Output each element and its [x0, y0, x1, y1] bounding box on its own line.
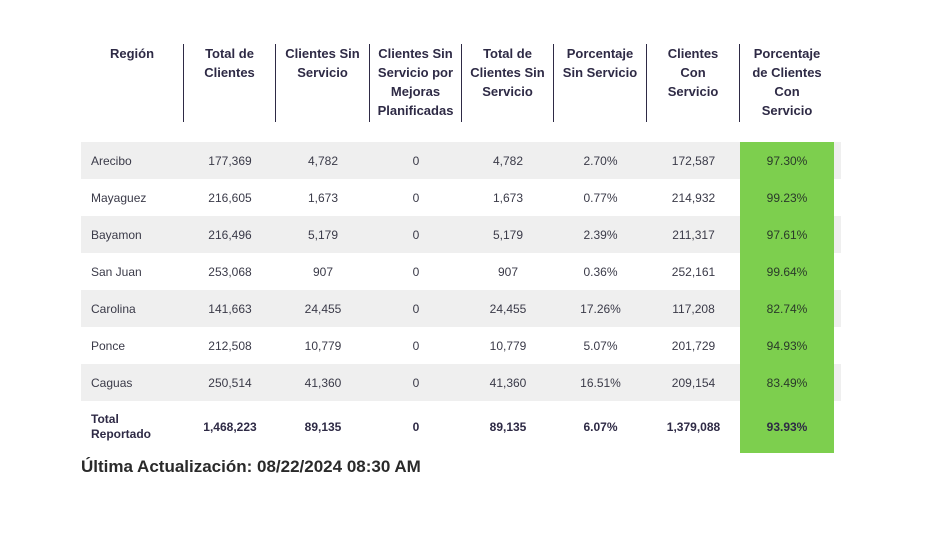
- with-service-cell: 211,317: [672, 227, 715, 242]
- total-without-cell: 4,782: [492, 153, 524, 168]
- total-clients-cell: 212,508: [208, 338, 252, 353]
- total-label: Total Reportado: [91, 412, 151, 441]
- percent-without-cell: 0.36%: [583, 264, 618, 279]
- with-service-cell: 214,932: [671, 190, 716, 205]
- without-service-cell: 1,673: [307, 190, 339, 205]
- without-service-cell: 89,135: [304, 420, 342, 434]
- planned-cell: 0: [412, 375, 420, 390]
- region-cell: Arecibo: [91, 153, 132, 168]
- planned-cell: 0: [412, 190, 420, 205]
- percent-with-cell: 93.93%: [740, 401, 834, 453]
- last-updated: Última Actualización: 08/22/2024 08:30 A…: [81, 457, 421, 476]
- total-without-cell: 24,455: [489, 301, 527, 316]
- header-total-without-service: Total de Clientes Sin Servicio: [462, 44, 554, 122]
- table-header: Región Total de Clientes Clientes Sin Se…: [81, 44, 841, 124]
- total-clients-cell: 216,496: [208, 227, 252, 242]
- total-without-cell: 41,360: [489, 375, 527, 390]
- percent-without-cell: 6.07%: [583, 420, 618, 434]
- percent-without-cell: 2.39%: [583, 227, 618, 242]
- planned-cell: 0: [412, 338, 420, 353]
- table-row: San Juan 253,068 907 0 907 0.36% 252,161…: [81, 253, 841, 290]
- header-clients-with-service: Clientes Con Servicio: [647, 44, 740, 122]
- with-service-cell: 172,587: [671, 153, 716, 168]
- total-without-cell: 10,779: [489, 338, 527, 353]
- percent-with-cell: 97.30%: [740, 142, 834, 179]
- percent-without-cell: 0.77%: [583, 190, 618, 205]
- percent-with-cell: 97.61%: [740, 216, 834, 253]
- planned-cell: 0: [412, 153, 420, 168]
- with-service-cell: 117,208: [672, 301, 715, 316]
- region-cell: Ponce: [91, 338, 126, 353]
- header-region: Región: [81, 44, 184, 122]
- region-cell: San Juan: [91, 264, 142, 279]
- region-cell: Mayaguez: [91, 190, 147, 205]
- planned-cell: 0: [412, 227, 420, 242]
- total-without-cell: 89,135: [489, 420, 527, 434]
- percent-without-cell: 2.70%: [583, 153, 618, 168]
- header-planned-outages: Clientes Sin Servicio por Mejoras Planif…: [370, 44, 462, 122]
- total-clients-cell: 177,369: [208, 153, 252, 168]
- percent-without-cell: 16.51%: [580, 375, 621, 390]
- without-service-cell: 907: [312, 264, 334, 279]
- percent-with-cell: 94.93%: [740, 327, 834, 364]
- percent-with-cell: 82.74%: [740, 290, 834, 327]
- with-service-cell: 252,161: [671, 264, 716, 279]
- table-row: Ponce 212,508 10,779 0 10,779 5.07% 201,…: [81, 327, 841, 364]
- region-cell: Carolina: [91, 301, 136, 316]
- without-service-cell: 10,779: [304, 338, 342, 353]
- percent-without-cell: 17.26%: [580, 301, 621, 316]
- planned-cell: 0: [412, 420, 420, 434]
- table-row: Arecibo 177,369 4,782 0 4,782 2.70% 172,…: [81, 142, 841, 179]
- table-row: Bayamon 216,496 5,179 0 5,179 2.39% 211,…: [81, 216, 841, 253]
- table-row: Mayaguez 216,605 1,673 0 1,673 0.77% 214…: [81, 179, 841, 216]
- total-without-cell: 907: [497, 264, 519, 279]
- header-clients-without-service: Clientes Sin Servicio: [276, 44, 370, 122]
- total-clients-cell: 141,663: [208, 301, 252, 316]
- planned-cell: 0: [412, 264, 420, 279]
- region-cell: Bayamon: [91, 227, 142, 242]
- with-service-cell: 201,729: [671, 338, 716, 353]
- total-without-cell: 1,673: [492, 190, 524, 205]
- total-clients-cell: 216,605: [208, 190, 252, 205]
- without-service-cell: 4,782: [307, 153, 339, 168]
- table-row: Caguas 250,514 41,360 0 41,360 16.51% 20…: [81, 364, 841, 401]
- outage-table: Arecibo 177,369 4,782 0 4,782 2.70% 172,…: [81, 142, 841, 453]
- region-cell: Caguas: [91, 375, 133, 390]
- percent-without-cell: 5.07%: [583, 338, 618, 353]
- without-service-cell: 24,455: [304, 301, 342, 316]
- with-service-cell: 209,154: [671, 375, 716, 390]
- total-clients-cell: 1,468,223: [203, 420, 257, 434]
- header-percent-with-service: Porcentaje de Clientes Con Servicio: [752, 46, 822, 118]
- without-service-cell: 5,179: [307, 227, 339, 242]
- percent-with-cell: 99.64%: [740, 253, 834, 290]
- planned-cell: 0: [412, 301, 420, 316]
- percent-with-cell: 99.23%: [740, 179, 834, 216]
- header-total-clients: Total de Clientes: [184, 44, 276, 122]
- percent-with-cell: 83.49%: [740, 364, 834, 401]
- total-row: Total Reportado 1,468,223 89,135 0 89,13…: [81, 401, 841, 453]
- header-percent-without-service: Porcentaje Sin Servicio: [554, 44, 647, 122]
- without-service-cell: 41,360: [304, 375, 342, 390]
- with-service-cell: 1,379,088: [666, 420, 721, 434]
- total-clients-cell: 250,514: [208, 375, 252, 390]
- total-clients-cell: 253,068: [208, 264, 252, 279]
- total-without-cell: 5,179: [492, 227, 524, 242]
- table-row: Carolina 141,663 24,455 0 24,455 17.26% …: [81, 290, 841, 327]
